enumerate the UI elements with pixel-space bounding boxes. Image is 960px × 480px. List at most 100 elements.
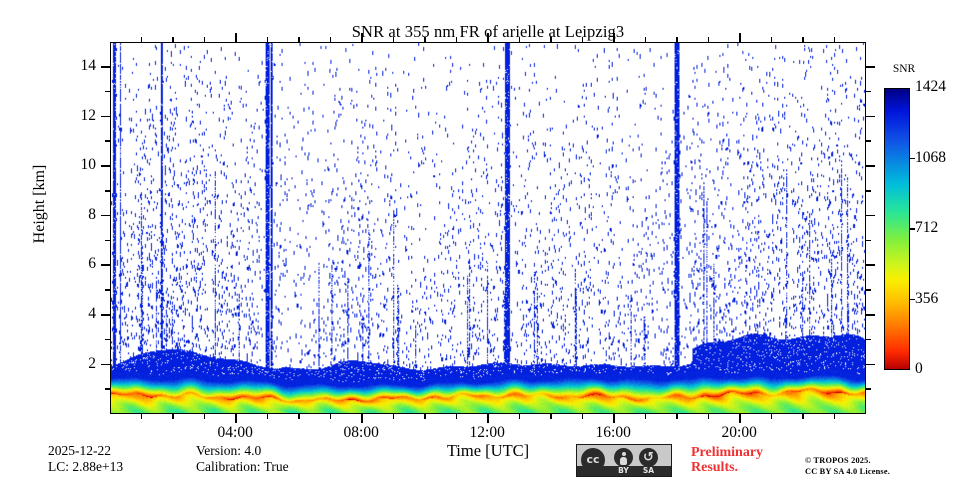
- x-tick-top-12: [487, 33, 489, 42]
- by-body-shape: [620, 456, 627, 465]
- cc-license-badge[interactable]: cc ↺ BY SA: [576, 444, 672, 477]
- y-tick-10: [101, 165, 110, 167]
- x-tick-top-9: [392, 37, 395, 42]
- x-tick-21: [770, 414, 773, 419]
- y-tick-right-5: [866, 289, 871, 291]
- x-tick-3: [203, 414, 206, 419]
- colorbar-tick-label-1424: 1424: [915, 78, 946, 95]
- y-tick-label-8: 8: [88, 205, 96, 223]
- x-tick-2: [172, 414, 174, 419]
- creative-commons-icon: cc: [581, 448, 605, 472]
- x-tick-16: [613, 414, 615, 423]
- preliminary-line-2: Results.: [691, 460, 739, 475]
- y-tick-label-10: 10: [80, 156, 97, 174]
- footer-calibration: Calibration: True: [196, 459, 289, 474]
- x-tick-top-21: [770, 37, 773, 42]
- y-tick-right-14: [866, 66, 875, 68]
- y-tick-14: [101, 66, 110, 68]
- x-tick-top-10: [424, 37, 426, 42]
- cc-by-text: BY: [618, 466, 629, 475]
- y-tick-4: [101, 314, 110, 316]
- x-tick-label-4: 04:00: [217, 424, 253, 441]
- attribution-person-icon: [614, 448, 633, 467]
- x-tick-top-13: [518, 37, 521, 42]
- y-tick-right-8: [866, 214, 875, 217]
- x-tick-top-17: [644, 37, 647, 42]
- x-tick-top-16: [613, 33, 615, 42]
- x-tick-top-18: [676, 37, 678, 42]
- copyright-line-1: © TROPOS 2025.: [805, 456, 871, 465]
- cc-badge-bar: [577, 466, 671, 476]
- y-tick-label-12: 12: [80, 106, 97, 124]
- x-tick-label-16: 16:00: [595, 424, 631, 441]
- y-tick-right-1: [866, 388, 871, 390]
- x-tick-11: [455, 414, 458, 419]
- y-tick-6: [101, 264, 110, 266]
- colorbar-tick-label-1068: 1068: [915, 148, 946, 166]
- x-tick-23: [833, 414, 836, 419]
- x-tick-top-14: [550, 37, 552, 42]
- x-tick-label-8: 08:00: [343, 424, 379, 441]
- x-tick-label-12: 12:00: [469, 424, 505, 441]
- y-tick-label-2: 2: [88, 354, 96, 372]
- x-tick-7: [329, 414, 332, 419]
- footer-lidar-constant: LC: 2.88e+13: [48, 459, 124, 474]
- x-tick-label-20: 20:00: [721, 424, 757, 441]
- y-tick-1: [105, 388, 110, 390]
- x-tick-10: [424, 414, 426, 419]
- x-tick-top-2: [172, 37, 174, 42]
- y-tick-label-6: 6: [88, 255, 96, 273]
- y-tick-12: [101, 115, 110, 118]
- plot-area: [110, 42, 866, 414]
- colorbar-tick-1068: [910, 157, 915, 160]
- x-tick-top-4: [235, 33, 237, 42]
- y-tick-label-4: 4: [88, 305, 96, 322]
- y-tick-11: [105, 140, 110, 142]
- preliminary-line-1: Preliminary: [691, 445, 764, 460]
- x-tick-top-6: [298, 37, 300, 42]
- x-tick-8: [361, 414, 363, 423]
- y-tick-right-12: [866, 115, 875, 118]
- page-title: SNR at 355 nm FR of arielle at Leipzig3: [351, 22, 625, 41]
- colorbar-tick-712: [910, 228, 915, 230]
- x-tick-4: [235, 414, 237, 423]
- copyright-notice: © TROPOS 2025. CC BY SA 4.0 License.: [805, 456, 890, 477]
- colorbar-tick-label-712: 712: [915, 219, 939, 236]
- x-tick-top-3: [203, 37, 206, 42]
- x-tick-1: [140, 414, 143, 419]
- x-tick-17: [644, 414, 647, 419]
- x-axis-label: Time [UTC]: [446, 441, 530, 460]
- by-head-shape: [621, 451, 626, 456]
- x-tick-13: [518, 414, 521, 419]
- share-alike-icon: ↺: [639, 448, 658, 467]
- y-tick-right-11: [866, 140, 871, 142]
- x-tick-6: [298, 414, 300, 419]
- x-tick-15: [581, 414, 584, 419]
- y-tick-right-7: [866, 239, 871, 242]
- x-tick-20: [739, 414, 741, 423]
- y-tick-right-6: [866, 264, 875, 266]
- x-tick-top-23: [833, 37, 836, 42]
- y-tick-7: [105, 239, 110, 242]
- preliminary-results-notice: Preliminary Results.: [691, 445, 763, 475]
- heatmap-canvas: [111, 43, 865, 413]
- x-tick-top-11: [455, 37, 458, 42]
- y-tick-5: [105, 289, 110, 291]
- y-tick-right-2: [866, 363, 875, 366]
- y-tick-label-14: 14: [80, 57, 97, 74]
- y-tick-9: [105, 190, 110, 192]
- x-tick-top-8: [361, 33, 363, 42]
- x-tick-18: [676, 414, 678, 419]
- x-tick-top-19: [707, 37, 710, 42]
- colorbar-tick-label-356: 356: [915, 289, 939, 307]
- y-tick-right-13: [866, 90, 871, 93]
- x-tick-5: [266, 414, 269, 419]
- colorbar: [884, 88, 910, 370]
- footer-version: Version: 4.0: [196, 443, 262, 458]
- y-tick-2: [101, 363, 110, 366]
- y-tick-right-4: [866, 314, 875, 316]
- x-tick-top-7: [329, 37, 332, 42]
- footer-date: 2025-12-22: [48, 443, 111, 458]
- y-tick-3: [105, 338, 110, 341]
- x-tick-12: [487, 414, 489, 423]
